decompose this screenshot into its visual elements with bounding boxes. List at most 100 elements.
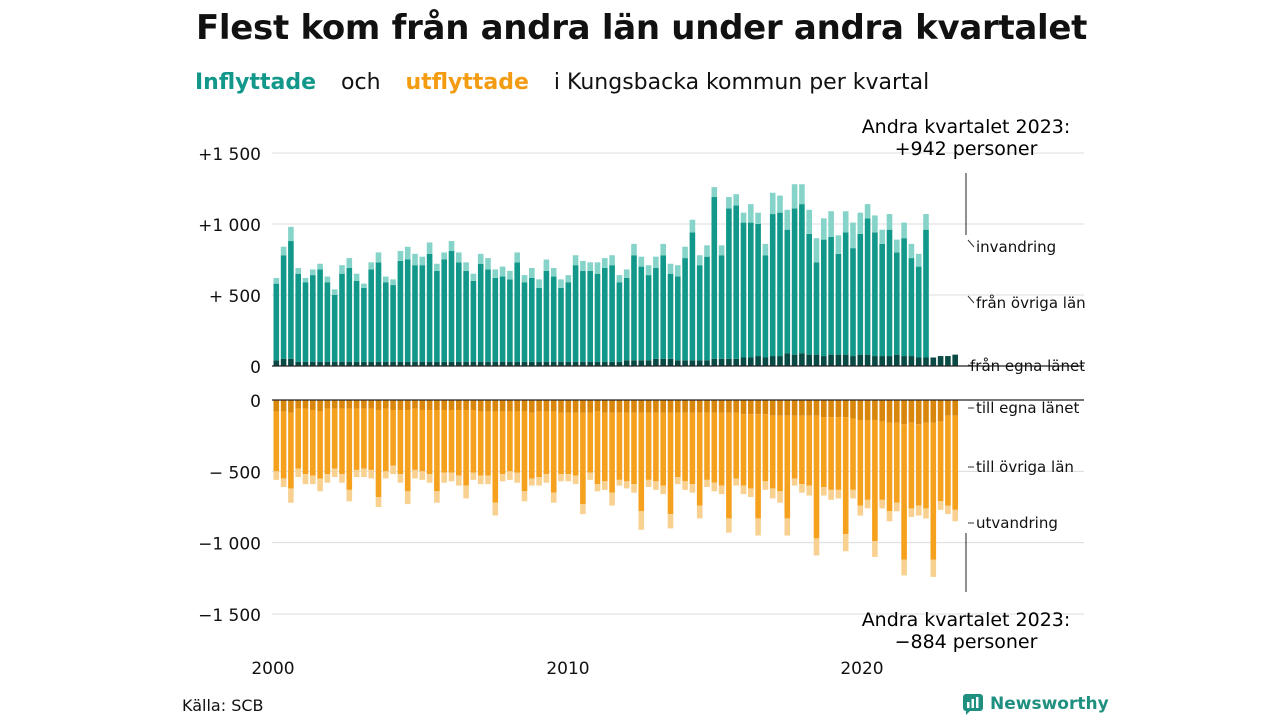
bar-inflow-1-70 [784, 229, 791, 354]
bar-outflow-2-1 [280, 478, 287, 488]
bar-inflow-0-26 [463, 361, 469, 366]
bar-inflow-2-33 [514, 252, 520, 263]
bar-inflow-0-85 [894, 354, 900, 366]
bar-inflow-2-11 [353, 273, 360, 281]
bar-outflow-0-68 [769, 400, 776, 416]
bar-inflow-2-85 [894, 239, 900, 253]
bar-inflow-0-41 [572, 361, 579, 366]
bar-inflow-0-71 [791, 354, 798, 366]
bar-outflow-2-30 [492, 502, 499, 516]
bar-outflow-0-78 [842, 400, 849, 418]
bar-inflow-0-18 [404, 361, 411, 366]
bar-inflow-0-66 [755, 356, 761, 366]
bar-inflow-1-76 [828, 236, 834, 355]
bar-outflow-1-30 [492, 411, 499, 503]
annotation-top-line2: +942 personer [895, 138, 1038, 160]
bar-inflow-0-9 [339, 361, 345, 366]
bar-inflow-1-75 [821, 239, 827, 357]
bar-inflow-1-49 [631, 255, 637, 361]
bar-outflow-2-72 [799, 484, 805, 493]
bar-inflow-1-71 [791, 208, 798, 355]
bar-inflow-0-43 [587, 361, 593, 366]
bar-inflow-2-60 [711, 187, 718, 198]
bar-inflow-2-74 [813, 238, 820, 263]
bar-inflow-0-42 [580, 361, 586, 366]
bar-outflow-0-26 [463, 400, 469, 410]
bar-inflow-1-81 [864, 218, 871, 355]
bar-inflow-2-8 [331, 289, 338, 295]
bar-outflow-2-81 [864, 499, 871, 509]
bar-outflow-2-18 [404, 491, 411, 505]
bar-outflow-1-29 [485, 411, 491, 476]
bar-inflow-2-17 [397, 250, 404, 261]
annotations: Andra kvartalet 2023: +942 personer Andr… [862, 116, 1071, 653]
bar-outflow-0-80 [857, 400, 864, 420]
bar-inflow-2-36 [536, 279, 542, 288]
bar-inflow-0-23 [441, 361, 447, 366]
bar-inflow-0-22 [434, 361, 440, 366]
bar-inflow-2-34 [521, 275, 528, 283]
bar-outflow-2-5 [310, 475, 316, 485]
bar-inflow-1-51 [645, 275, 652, 361]
bar-outflow-2-88 [915, 505, 922, 516]
bar-outflow-1-42 [580, 412, 586, 505]
bar-outflow-1-65 [748, 414, 754, 489]
bar-inflow-0-61 [718, 358, 725, 366]
bar-outflow-0-58 [696, 400, 703, 413]
bar-outflow-0-16 [390, 400, 396, 410]
bar-inflow-1-87 [908, 258, 915, 357]
bar-outflow-1-55 [675, 412, 681, 478]
bar-inflow-0-51 [645, 360, 652, 366]
bar-outflow-2-47 [616, 479, 623, 486]
bar-outflow-2-24 [448, 472, 455, 482]
bar-outflow-1-28 [477, 411, 484, 476]
bar-outflow-2-41 [572, 475, 579, 485]
bar-inflow-0-93 [952, 354, 958, 366]
bar-inflow-2-88 [915, 253, 922, 267]
bar-outflow-2-61 [718, 485, 725, 495]
bar-inflow-1-1 [280, 255, 287, 359]
bar-outflow-0-13 [368, 400, 374, 409]
bar-inflow-1-56 [682, 258, 688, 361]
bar-outflow-2-50 [638, 511, 645, 530]
bar-inflow-2-49 [631, 243, 637, 256]
bar-outflow-0-60 [711, 400, 718, 413]
bar-outflow-0-33 [514, 400, 520, 412]
bar-inflow-0-72 [799, 353, 805, 366]
legend-label-top: från egna länet [970, 357, 1085, 375]
y-tick-top: +1 000 [198, 216, 261, 236]
bar-outflow-2-26 [463, 485, 469, 499]
bar-outflow-2-43 [587, 472, 593, 480]
bar-inflow-0-59 [704, 360, 710, 366]
bar-inflow-0-4 [302, 361, 309, 366]
bar-inflow-1-15 [383, 282, 389, 362]
bar-inflow-0-14 [375, 361, 382, 366]
bar-outflow-2-46 [609, 492, 615, 506]
annotation-bottom-line2: −884 personer [895, 631, 1038, 653]
bar-outflow-0-18 [404, 400, 411, 410]
bar-outflow-2-12 [361, 468, 367, 478]
gridlines [272, 152, 1084, 615]
bar-inflow-1-41 [572, 265, 579, 362]
bar-outflow-2-57 [689, 484, 696, 493]
bar-outflow-2-3 [295, 468, 301, 478]
bar-inflow-1-5 [310, 275, 316, 362]
bar-outflow-1-74 [813, 415, 820, 539]
bar-outflow-1-35 [529, 412, 535, 479]
bar-outflow-1-92 [945, 415, 951, 506]
y-tick-top: 0 [250, 358, 261, 378]
bar-outflow-0-20 [419, 400, 426, 410]
bar-inflow-1-25 [456, 262, 462, 362]
bar-outflow-1-53 [660, 412, 666, 486]
bar-outflow-2-15 [383, 471, 389, 479]
legend-label-bottom: till egna länet [976, 399, 1079, 417]
bar-inflow-0-31 [499, 361, 506, 366]
bar-outflow-2-51 [645, 479, 652, 488]
bar-inflow-1-34 [521, 282, 528, 362]
bar-inflow-2-32 [507, 270, 513, 280]
bar-outflow-0-63 [733, 400, 739, 413]
bar-outflow-2-31 [499, 474, 506, 482]
bar-outflow-1-91 [937, 421, 944, 502]
bar-outflow-0-19 [412, 400, 418, 409]
bar-inflow-2-42 [580, 260, 586, 271]
